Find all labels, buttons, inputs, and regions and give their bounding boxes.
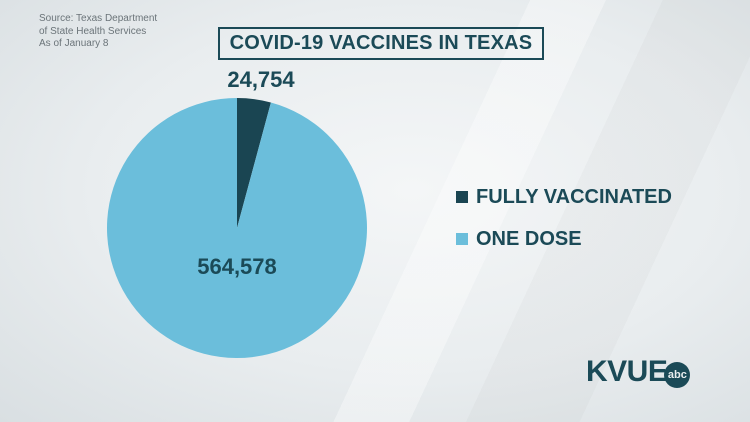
source-line-3: As of January 8 bbox=[39, 38, 109, 49]
legend-label-one-dose: ONE DOSE bbox=[476, 227, 582, 250]
source-line-1: Source: Texas Department bbox=[39, 13, 158, 24]
source-line-2: of State Health Services bbox=[39, 25, 147, 37]
kvue-logo: KVUE abc bbox=[586, 354, 691, 390]
legend-item-fully-vaccinated: FULLY VACCINATED bbox=[456, 185, 672, 209]
data-label-fully-vaccinated: 24,754 bbox=[227, 67, 295, 92]
legend-item-one-dose: ONE DOSE bbox=[456, 227, 672, 251]
logo-text: KVUE bbox=[586, 355, 668, 388]
legend-swatch-one-dose bbox=[456, 233, 468, 245]
legend-swatch-fully-vaccinated bbox=[456, 191, 468, 203]
pie-slice-one-dose bbox=[107, 98, 368, 359]
pie-slice-fully-vaccinated bbox=[237, 98, 271, 228]
legend: FULLY VACCINATED ONE DOSE bbox=[456, 185, 672, 269]
data-label-one-dose: 564,578 bbox=[197, 254, 277, 279]
legend-label-fully-vaccinated: FULLY VACCINATED bbox=[476, 185, 672, 208]
chart-title: COVID-19 VACCINES IN TEXAS bbox=[229, 32, 533, 54]
title-box: COVID-19 VACCINES IN TEXAS bbox=[218, 27, 544, 60]
source-note: Source: Texas Department of State Health… bbox=[39, 13, 157, 51]
abc-badge: abc bbox=[664, 362, 691, 388]
